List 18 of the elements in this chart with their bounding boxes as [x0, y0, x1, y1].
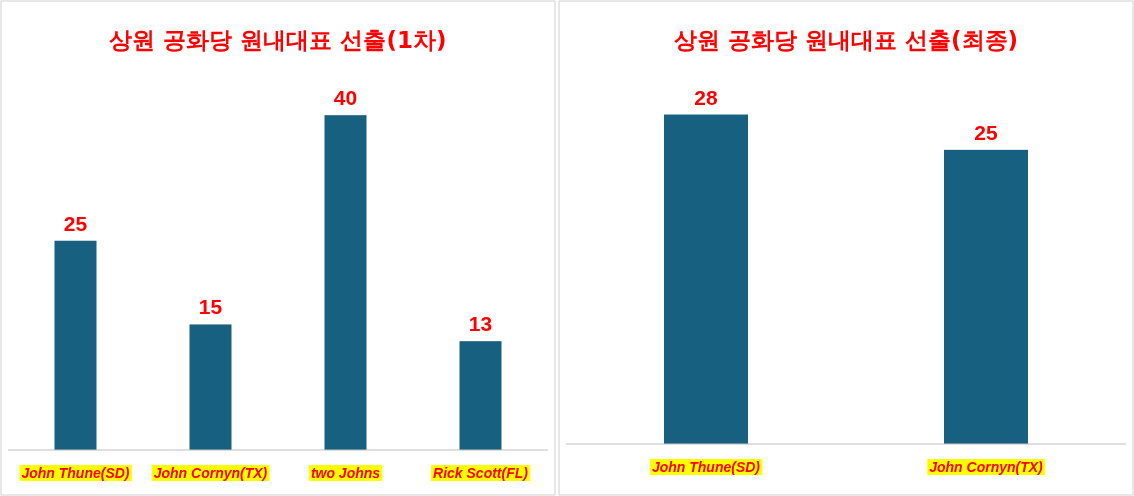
x-tick-label: John Cornyn(TX)	[929, 459, 1044, 475]
data-label: 13	[468, 312, 493, 336]
bar	[459, 341, 502, 450]
data-label: 40	[333, 86, 358, 110]
chart-title: 상원 공화당 원내대표 선출(최종)	[673, 27, 1019, 53]
data-label: 15	[198, 295, 223, 319]
bar	[54, 240, 97, 450]
bar	[189, 324, 232, 450]
x-tick-label: John Cornyn(TX)	[153, 465, 268, 481]
x-tick-label: John Thune(SD)	[21, 465, 130, 481]
x-tick-label: John Thune(SD)	[651, 459, 761, 475]
chart-title: 상원 공화당 원내대표 선출(1차)	[109, 27, 447, 53]
x-tick-label: Rick Scott(FL)	[433, 465, 529, 481]
data-label: 28	[694, 85, 718, 109]
bar	[324, 115, 367, 450]
data-label: 25	[63, 211, 88, 235]
x-tick-label: two Johns	[310, 465, 381, 481]
data-label: 25	[974, 120, 998, 144]
